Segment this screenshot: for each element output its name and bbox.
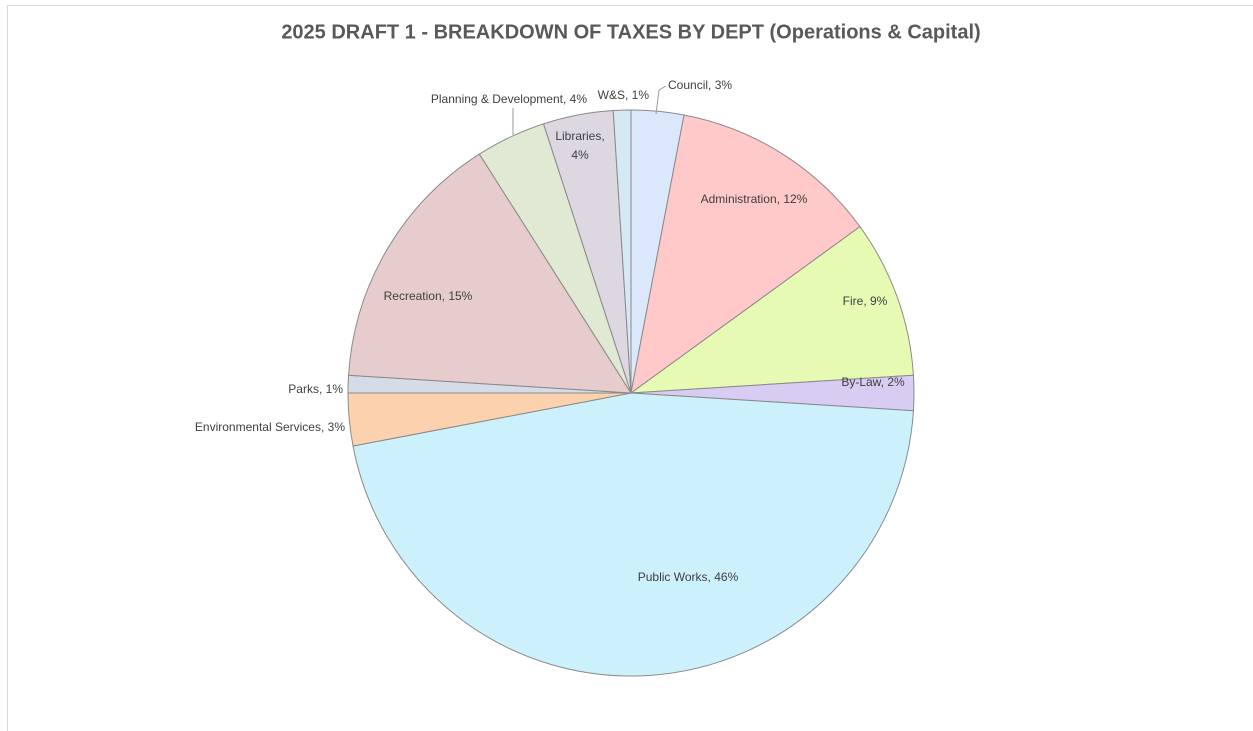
- data-label: Recreation, 15%: [384, 289, 473, 303]
- value-label: 15%: [448, 289, 472, 303]
- data-label: By-Law, 2%: [841, 375, 905, 389]
- separator: ,: [708, 570, 715, 584]
- category-label: Environmental Services: [195, 420, 321, 434]
- category-label: Planning & Development: [431, 92, 564, 106]
- value-label: 46%: [714, 570, 738, 584]
- data-label: Fire, 9%: [843, 294, 888, 308]
- separator: ,: [708, 78, 715, 92]
- separator: ,: [881, 375, 888, 389]
- category-label: Administration: [701, 192, 777, 206]
- category-label: By-Law: [841, 375, 881, 389]
- slice: [612, 109, 632, 394]
- slice: [352, 392, 914, 677]
- value-label: 12%: [783, 192, 807, 206]
- separator: ,: [601, 129, 604, 143]
- data-label: Planning & Development, 4%: [431, 92, 587, 106]
- pie: [347, 109, 915, 677]
- data-labels: Council, 3% Administration, 12% Fire, 9% By…: [195, 78, 905, 584]
- value-label: 4%: [570, 92, 588, 106]
- value-label: 3%: [328, 420, 346, 434]
- value-label: 1%: [326, 382, 344, 396]
- separator: ,: [319, 382, 326, 396]
- data-label: Administration, 12%: [701, 192, 808, 206]
- slice: [348, 153, 632, 394]
- separator: ,: [863, 294, 870, 308]
- category-label: Council: [668, 78, 708, 92]
- value-label: 9%: [870, 294, 888, 308]
- data-label: W&S, 1%: [598, 88, 650, 102]
- data-label: Environmental Services, 3%: [195, 420, 345, 434]
- separator: ,: [563, 92, 570, 106]
- data-label: Libraries, 4%: [555, 129, 604, 162]
- value-label: 4%: [571, 148, 589, 162]
- separator: ,: [625, 88, 632, 102]
- category-label: Recreation: [384, 289, 442, 303]
- slice: [629, 225, 914, 394]
- category-label: Public Works: [638, 570, 708, 584]
- slice: [630, 114, 861, 395]
- category-label: Libraries: [555, 129, 601, 143]
- separator: ,: [442, 289, 449, 303]
- separator: ,: [777, 192, 784, 206]
- value-label: 3%: [715, 78, 733, 92]
- value-label: 1%: [632, 88, 650, 102]
- data-label: Public Works, 46%: [638, 570, 739, 584]
- category-label: Parks: [288, 382, 319, 396]
- data-label: Council, 3%: [668, 78, 732, 92]
- category-label: W&S: [598, 88, 625, 102]
- leader-line: [655, 85, 667, 115]
- separator: ,: [321, 420, 328, 434]
- chart-title: 2025 DRAFT 1 - BREAKDOWN OF TAXES BY DEP…: [281, 21, 980, 43]
- data-label: Parks, 1%: [288, 382, 343, 396]
- category-label: Fire: [843, 294, 864, 308]
- value-label: 2%: [887, 375, 905, 389]
